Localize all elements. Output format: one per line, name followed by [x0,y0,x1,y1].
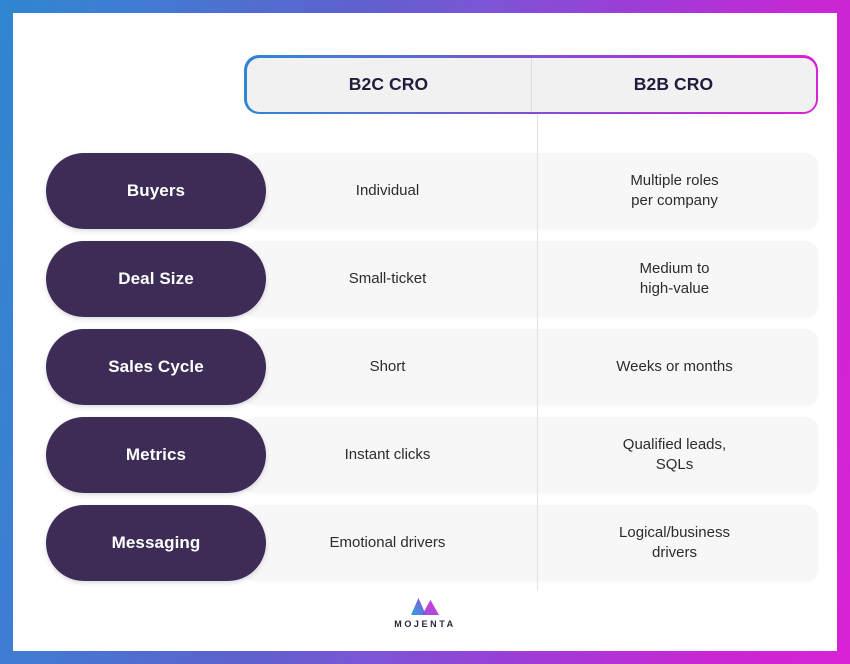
row-label-deal-size: Deal Size [46,241,266,317]
row-background [244,329,818,405]
comparison-card: B2C CRO B2B CRO Individual Multiple role… [13,13,837,651]
row-label-buyers: Buyers [46,153,266,229]
table-row: Instant clicks Qualified leads, SQLs Met… [13,417,837,493]
cell-b2b: Weeks or months [616,358,733,376]
mountain-peaks-icon [411,598,439,615]
cell-b2b: Logical/business drivers [619,524,730,561]
column-header-b2b: B2B CRO [530,57,816,112]
cell-b2c: Small-ticket [348,270,427,288]
row-background [244,417,818,493]
footer-branding: MOJENTA [13,597,837,629]
cell-b2c: Individual [355,182,420,200]
row-background [244,153,818,229]
row-label-messaging: Messaging [46,505,266,581]
comparison-table: B2C CRO B2B CRO Individual Multiple role… [13,13,837,651]
row-background [244,241,818,317]
table-header-row: B2C CRO B2B CRO [244,55,818,114]
table-row: Small-ticket Medium to high-value Deal S… [13,241,837,317]
cell-b2b: Medium to high-value [639,260,710,297]
row-background [244,505,818,581]
column-divider [537,58,538,591]
cell-b2b: Qualified leads, SQLs [622,436,727,473]
cell-b2c: Instant clicks [344,446,431,464]
table-row: Short Weeks or months Sales Cycle [13,329,837,405]
brand-name: MOJENTA [394,619,456,629]
table-row: Emotional drivers Logical/business drive… [13,505,837,581]
cell-b2c: Short [369,358,406,376]
table-row: Individual Multiple roles per company Bu… [13,153,837,229]
row-label-sales-cycle: Sales Cycle [46,329,266,405]
row-label-metrics: Metrics [46,417,266,493]
cell-b2b: Multiple roles per company [630,172,719,209]
cell-b2c: Emotional drivers [329,534,446,552]
column-header-b2c: B2C CRO [348,74,429,94]
